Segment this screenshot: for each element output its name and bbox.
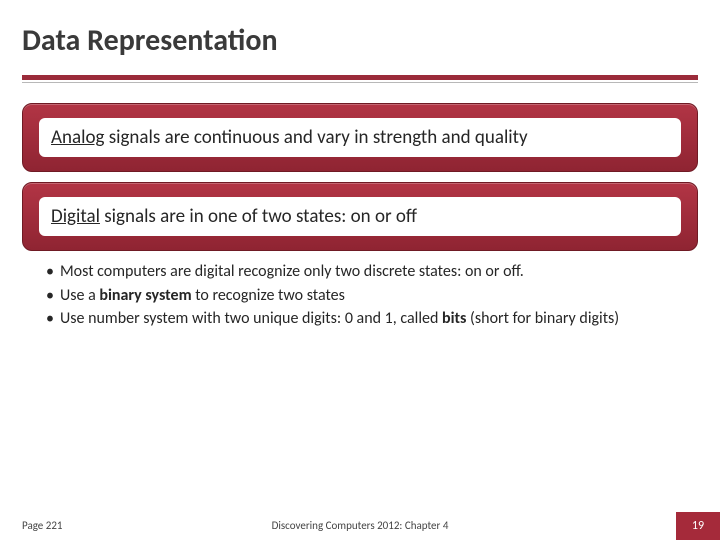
bullet-text: to recognize two states (192, 286, 345, 305)
slide-title: Data Representation (0, 0, 720, 59)
digital-pill: Digital signals are in one of two states… (22, 182, 698, 251)
slide-number: 19 (676, 512, 720, 540)
bullet-bold: bits (442, 309, 466, 328)
analog-rest: signals are continuous and vary in stren… (104, 126, 527, 149)
digital-keyword: Digital (51, 205, 100, 228)
list-item: Use number system with two unique digits… (46, 308, 694, 330)
bullet-list: Most computers are digital recognize onl… (46, 261, 694, 330)
digital-rest: signals are in one of two states: on or … (100, 205, 417, 228)
footer: Page 221 Discovering Computers 2012: Cha… (0, 512, 720, 540)
bullet-bold: binary system (99, 286, 191, 305)
digital-text: Digital signals are in one of two states… (39, 197, 681, 236)
bullet-text: (short for binary digits) (466, 309, 619, 328)
bullet-text: Use a (60, 286, 99, 305)
list-item: Use a binary system to recognize two sta… (46, 285, 694, 307)
title-divider (22, 75, 698, 83)
bullet-text: Use number system with two unique digits… (60, 309, 442, 328)
analog-keyword: Analog (51, 126, 104, 149)
list-item: Most computers are digital recognize onl… (46, 261, 694, 283)
analog-pill: Analog signals are continuous and vary i… (22, 103, 698, 172)
content-area: Analog signals are continuous and vary i… (0, 83, 720, 330)
footer-center: Discovering Computers 2012: Chapter 4 (0, 519, 720, 532)
analog-text: Analog signals are continuous and vary i… (39, 118, 681, 157)
